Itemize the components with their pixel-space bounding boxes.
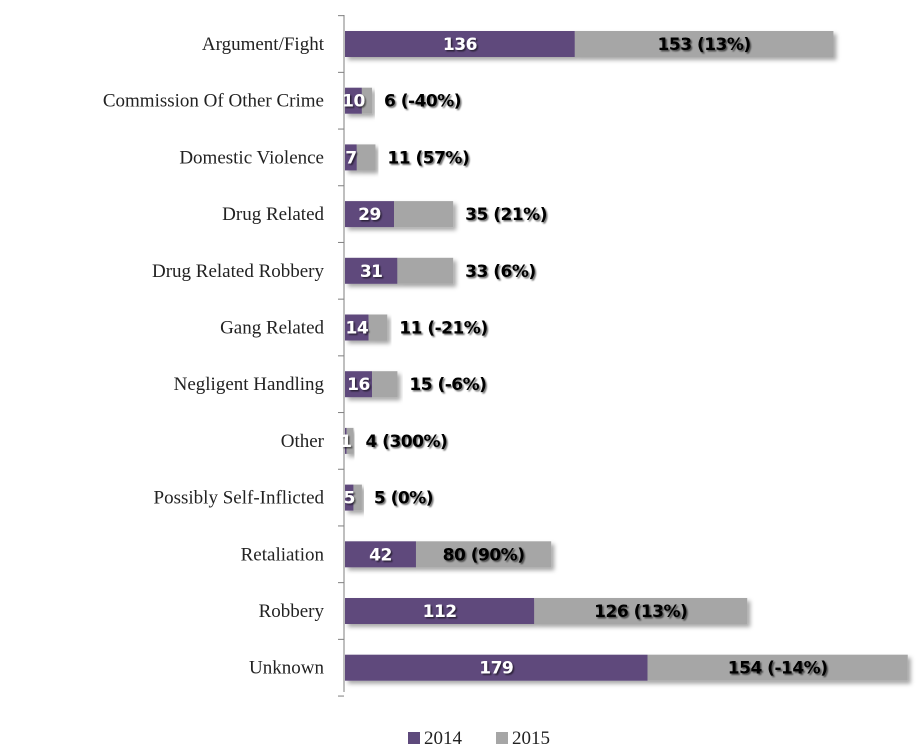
category-label: Argument/Fight xyxy=(202,34,325,55)
category-label: Possibly Self-Inflicted xyxy=(154,488,325,509)
category-label: Drug Related xyxy=(222,204,324,225)
data-label-2015: 6 (-40%) xyxy=(384,92,461,112)
bar-2015 xyxy=(361,87,373,114)
data-label-2015: 33 (6%) xyxy=(465,262,535,282)
bar-2014 xyxy=(345,257,398,284)
bar-group xyxy=(345,314,388,341)
data-label-2014: 31 xyxy=(360,262,383,282)
data-label-2015: 11 (57%) xyxy=(387,148,469,168)
bar-2014 xyxy=(345,484,354,511)
bar-group xyxy=(345,598,748,624)
data-label-2015: 154 (-14%) xyxy=(728,659,828,679)
bar-2014 xyxy=(345,371,373,398)
data-label-2014: 14 xyxy=(345,319,368,339)
data-label-2014: 10 xyxy=(342,92,365,112)
bar-2015 xyxy=(534,598,748,624)
bar-2015 xyxy=(394,201,454,228)
data-label-2014: 5 xyxy=(344,489,355,509)
bar-2015 xyxy=(574,31,834,57)
bar-2014 xyxy=(345,314,369,341)
legend-swatch-2014 xyxy=(408,732,420,744)
data-label-2014: 179 xyxy=(479,659,513,679)
data-label-2015: 35 (21%) xyxy=(465,205,547,225)
bar-group xyxy=(345,257,454,284)
legend-swatch-2015 xyxy=(496,732,508,744)
data-label-2015: 153 (13%) xyxy=(658,35,751,55)
bar-2015 xyxy=(397,257,454,284)
data-label-2015: 80 (90%) xyxy=(443,545,525,565)
bar-group xyxy=(345,427,354,454)
bar-2014 xyxy=(345,654,648,681)
data-label-2014: 29 xyxy=(358,205,381,225)
bar-2015 xyxy=(372,371,398,398)
category-label: Drug Related Robbery xyxy=(152,261,325,282)
legend-label-2015: 2015 xyxy=(512,728,550,749)
data-label-2015: 126 (13%) xyxy=(594,602,687,622)
bar-group xyxy=(345,31,834,57)
category-label: Negligent Handling xyxy=(174,374,325,395)
category-label: Retaliation xyxy=(241,544,325,565)
data-label-2014: 112 xyxy=(423,602,457,622)
category-labels: Argument/Fight Commission Of Other Crime D… xyxy=(103,34,325,679)
bar-group xyxy=(345,371,398,398)
bar-group xyxy=(345,654,908,681)
bar-2015 xyxy=(356,144,376,171)
y-axis xyxy=(338,15,345,697)
bar-2014 xyxy=(345,201,395,228)
bar-2015 xyxy=(415,541,552,568)
bar-2014 xyxy=(345,87,362,114)
bar-2014 xyxy=(345,144,357,171)
category-label: Other xyxy=(281,431,325,452)
bar-group xyxy=(345,87,373,114)
bars: 136 153 (13%) 10 6 (-40%) 7 11 (57%) 29 35 (21%… xyxy=(340,31,908,681)
bar-2014 xyxy=(345,31,575,57)
bar-2014 xyxy=(345,541,416,568)
bar-2015 xyxy=(353,484,362,511)
data-label-2014: 1 xyxy=(340,432,351,452)
data-label-2014: 16 xyxy=(347,375,370,395)
data-label-2015: 15 (-6%) xyxy=(409,375,486,395)
category-label: Unknown xyxy=(249,658,324,679)
legend: 2014 2015 xyxy=(408,728,550,749)
bar-2015 xyxy=(346,427,354,454)
bar-group xyxy=(345,484,362,511)
legend-label-2014: 2014 xyxy=(424,728,463,749)
bar-group xyxy=(345,144,376,171)
bar-group xyxy=(345,201,454,228)
data-label-2014: 7 xyxy=(345,148,356,168)
category-label: Robbery xyxy=(259,601,325,622)
data-label-2015: 5 (0%) xyxy=(374,489,433,509)
data-label-2014: 42 xyxy=(369,545,392,565)
bar-group xyxy=(345,541,552,568)
category-label: Gang Related xyxy=(220,318,324,339)
data-label-2015: 4 (300%) xyxy=(365,432,447,452)
data-label-2014: 136 xyxy=(443,35,477,55)
data-label-2015: 11 (-21%) xyxy=(399,319,487,339)
bar-2014 xyxy=(345,427,347,454)
category-label: Commission Of Other Crime xyxy=(103,91,324,112)
category-label: Domestic Violence xyxy=(179,147,324,168)
bar-2015 xyxy=(647,654,908,681)
bar-2015 xyxy=(368,314,388,341)
bar-2014 xyxy=(345,598,535,624)
